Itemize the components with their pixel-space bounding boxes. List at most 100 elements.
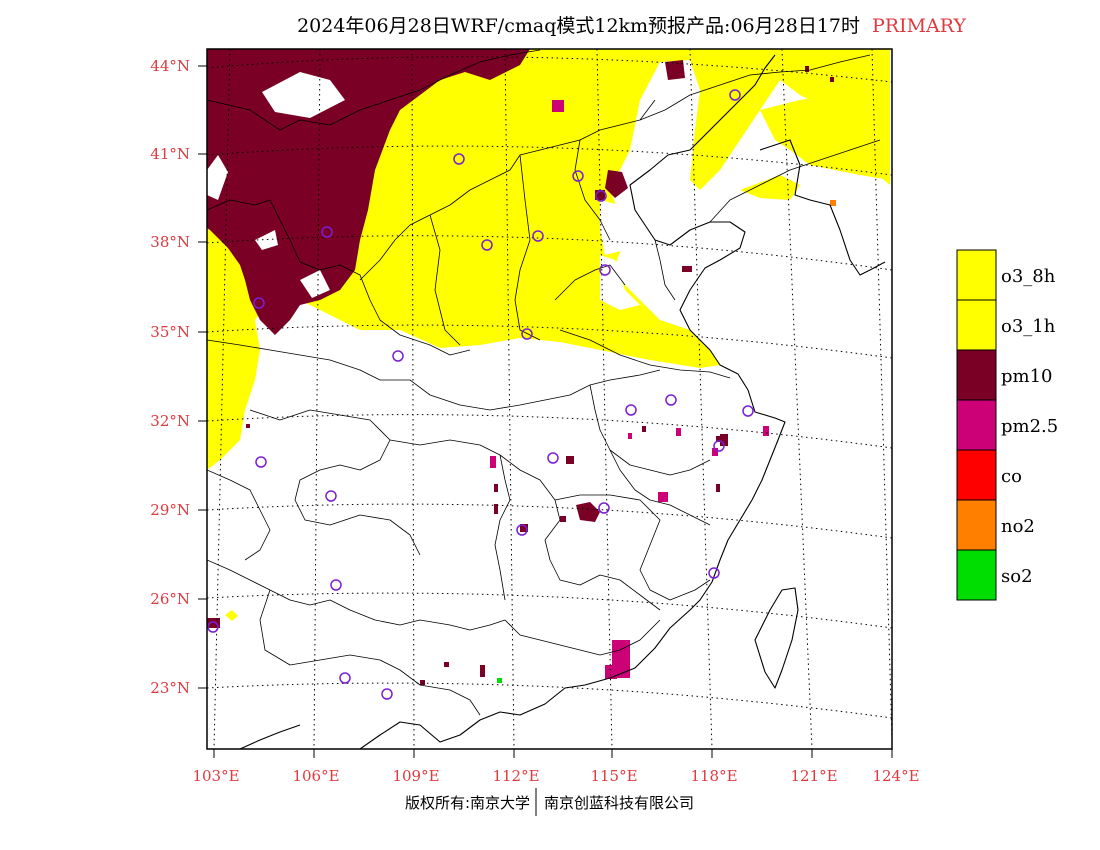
legend-swatch-pm10 (956, 349, 997, 401)
copyright: 版权所有:南京大学 南京创蓝科技有限公司 (405, 788, 694, 816)
station-marker (255, 456, 267, 468)
lon-tick-121: 121°E (790, 749, 838, 785)
so2-dot (497, 678, 502, 683)
map-title-tag: PRIMARY (872, 15, 966, 37)
lat-label-23: 23°N (150, 679, 190, 697)
graticule (207, 49, 892, 749)
korea-outline (759, 139, 886, 276)
lat-label-26: 26°N (150, 590, 190, 608)
map-frame-content (207, 49, 892, 749)
station-marker (532, 230, 544, 242)
legend-swatch-co (956, 449, 997, 501)
lon-label-124: 124°E (872, 767, 919, 785)
lat-label-32: 32°N (150, 412, 190, 430)
clean-holes (207, 72, 640, 310)
lon-label-103: 103°E (192, 767, 239, 785)
station-marker (253, 297, 265, 309)
legend-item-so2: so2 (956, 549, 1033, 601)
lon-label-118: 118°E (690, 767, 737, 785)
station-marker (330, 579, 342, 591)
pm10-region (207, 49, 692, 628)
lat-label-44: 44°N (150, 57, 190, 75)
lon-label-112: 112°E (492, 767, 539, 785)
lon-tick-109: 109°E (392, 749, 440, 785)
legend-label-pm10: pm10 (1001, 366, 1053, 387)
pm25-patches (490, 100, 769, 679)
station-marker (381, 688, 393, 700)
legend-swatch-o3-1h (956, 299, 997, 351)
lat-label-41: 41°N (150, 145, 190, 163)
lat-tick-41: 41°N (150, 145, 207, 163)
legend-swatch-no2 (956, 499, 997, 551)
lat-tick-29: 29°N (150, 501, 207, 519)
lat-tick-32: 32°N (150, 412, 207, 430)
station-marker (321, 226, 333, 238)
station-marker (516, 524, 528, 536)
lat-label-35: 35°N (150, 323, 190, 341)
station-marker (207, 621, 219, 633)
lat-tick-35: 35°N (150, 323, 207, 341)
lat-tick-23: 23°N (150, 679, 207, 697)
lat-tick-38: 38°N (150, 233, 207, 251)
legend-label-so2: so2 (1001, 566, 1033, 587)
lon-label-121: 121°E (790, 767, 837, 785)
legend-item-o3-8h: o3_8h (956, 249, 1056, 301)
station-marker (392, 350, 404, 362)
lon-axis: 103°E 106°E 109°E 112°E 115°E 118°E 121°… (192, 749, 920, 785)
legend-item-pm25: pm2.5 (956, 399, 1058, 451)
lon-label-115: 115°E (590, 767, 637, 785)
station-marker (453, 153, 465, 165)
station-marker (742, 405, 754, 417)
lon-tick-103: 103°E (192, 749, 240, 785)
station-marker (572, 170, 584, 182)
province-borders (207, 49, 881, 716)
legend-label-o3-1h: o3_1h (1001, 316, 1056, 337)
legend-label-o3-8h: o3_8h (1001, 266, 1056, 287)
taiwan-outline (754, 587, 799, 689)
lat-label-38: 38°N (150, 233, 190, 251)
lat-tick-44: 44°N (150, 57, 207, 75)
station-marker (481, 239, 493, 251)
station-marker (521, 328, 533, 340)
map-title: 2024年06月28日WRF/cmaq模式12km预报产品:06月28日17时 (297, 15, 860, 37)
pm10-dots (246, 66, 834, 685)
legend-label-pm25: pm2.5 (1001, 416, 1058, 437)
station-marker (708, 567, 720, 579)
lon-tick-124: 124°E (872, 749, 920, 785)
copyright-right: 南京创蓝科技有限公司 (544, 794, 694, 812)
station-marker (665, 394, 677, 406)
lat-tick-26: 26°N (150, 590, 207, 608)
no2-dot (830, 200, 836, 206)
legend-swatch-pm25 (956, 399, 997, 451)
station-marker (599, 264, 611, 276)
station-marker (547, 452, 559, 464)
legend-item-no2: no2 (956, 499, 1035, 551)
legend-swatch-so2 (956, 549, 997, 601)
copyright-left: 版权所有:南京大学 (405, 794, 530, 812)
coastline (359, 54, 786, 749)
station-markers (207, 89, 754, 700)
station-marker (713, 440, 725, 452)
lon-tick-115: 115°E (590, 749, 638, 785)
station-marker (595, 190, 607, 202)
legend-swatch-o3-8h (956, 249, 997, 301)
legend-label-no2: no2 (1001, 516, 1035, 537)
station-marker (325, 490, 337, 502)
map-frame (206, 48, 893, 750)
hainan-outline (239, 724, 301, 749)
lon-tick-112: 112°E (492, 749, 540, 785)
lon-tick-106: 106°E (292, 749, 340, 785)
station-marker (729, 89, 741, 101)
lat-axis: 44°N 41°N 38°N 35°N 32°N 29°N 26°N 23°N (150, 57, 207, 697)
legend-label-co: co (1001, 466, 1022, 487)
legend-item-o3-1h: o3_1h (956, 299, 1056, 351)
lon-label-106: 106°E (292, 767, 339, 785)
legend-item-co: co (956, 449, 1022, 501)
lon-label-109: 109°E (392, 767, 439, 785)
station-marker (339, 672, 351, 684)
legend: o3_8h o3_1h pm10 pm2.5 co no2 so2 (956, 249, 1058, 601)
station-marker (625, 404, 637, 416)
legend-item-pm10: pm10 (956, 349, 1053, 401)
station-marker (598, 502, 610, 514)
